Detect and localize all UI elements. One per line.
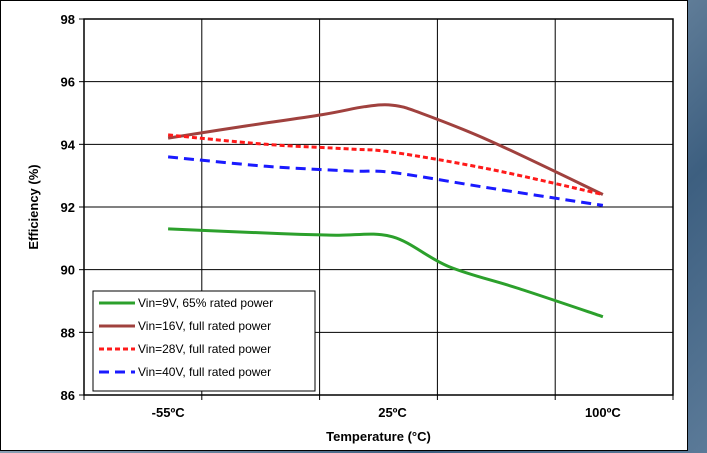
series-line-3 <box>167 133 604 196</box>
y-tick-label: 88 <box>61 325 75 340</box>
series-lines <box>167 103 604 319</box>
x-axis-title: Temperature (°C) <box>326 429 431 444</box>
chart-panel: 86 88 90 92 94 96 98 -55ºC 25ºC 100ºC Efficiency… <box>0 0 688 451</box>
plot-area-frame <box>83 18 674 396</box>
legend-entry-label: Vin=9V, 65% rated power <box>138 296 273 310</box>
x-tick-label: -55ºC <box>152 405 186 420</box>
y-axis-title: Efficiency (%) <box>26 164 41 249</box>
legend-entry-label: Vin=16V, full rated power <box>138 319 271 333</box>
series-line-4 <box>167 155 604 207</box>
legend-box <box>92 290 316 392</box>
y-tick-label: 86 <box>61 388 75 403</box>
x-tick-label: 100ºC <box>585 405 621 420</box>
y-tick-label: 92 <box>61 200 75 215</box>
y-tick-label: 98 <box>61 12 75 27</box>
y-tick-label: 90 <box>61 263 75 278</box>
legend-entry-label: Vin=40V, full rated power <box>138 365 271 379</box>
y-tick-label: 96 <box>61 75 75 90</box>
series-line-1 <box>168 227 604 319</box>
y-tick-labels: 86 88 90 92 94 96 98 <box>61 12 76 403</box>
x-tick-label: 25ºC <box>378 405 407 420</box>
legend: Vin=9V, 65% rated power Vin=16V, full rat… <box>92 290 316 392</box>
y-tick-label: 94 <box>61 137 76 152</box>
efficiency-chart: 86 88 90 92 94 96 98 -55ºC 25ºC 100ºC Efficiency… <box>26 12 674 444</box>
legend-entry-label: Vin=28V, full rated power <box>138 342 271 356</box>
series-line-2 <box>167 103 604 196</box>
x-tick-labels: -55ºC 25ºC 100ºC <box>152 405 622 420</box>
